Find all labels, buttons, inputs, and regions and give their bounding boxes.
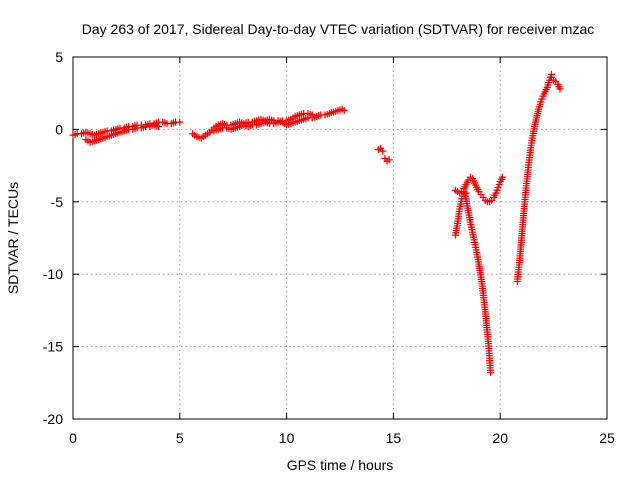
data-point <box>385 156 393 164</box>
chart-title: Day 263 of 2017, Sidereal Day-to-day VTE… <box>82 21 595 37</box>
y-tick-labels: -20 -15 -10 -5 0 5 <box>43 49 63 427</box>
axis-ticks <box>72 56 608 420</box>
plot-frame <box>72 56 608 420</box>
x-tick-labels: 0 5 10 15 20 25 <box>69 430 615 446</box>
y-tick-label: -5 <box>51 194 64 210</box>
y-tick-label: -20 <box>43 411 63 427</box>
data-point <box>498 173 506 181</box>
y-tick-label: 0 <box>55 121 63 137</box>
y-axis-label: SDTVAR / TECUs <box>5 182 21 294</box>
x-tick-label: 15 <box>386 430 402 446</box>
data-point <box>487 369 495 377</box>
data-point <box>176 118 184 126</box>
x-tick-label: 20 <box>492 430 508 446</box>
data-point <box>154 123 162 131</box>
grid-lines <box>73 57 607 419</box>
data-point <box>308 111 316 119</box>
data-points <box>69 70 564 377</box>
x-axis-label: GPS time / hours <box>287 457 394 473</box>
data-point <box>379 147 387 155</box>
x-tick-label: 25 <box>599 430 615 446</box>
x-tick-label: 0 <box>69 430 77 446</box>
y-tick-label: -15 <box>43 339 63 355</box>
y-tick-label: -10 <box>43 266 63 282</box>
y-tick-label: 5 <box>55 49 63 65</box>
data-point <box>340 107 348 115</box>
x-tick-label: 10 <box>279 430 295 446</box>
x-tick-label: 5 <box>176 430 184 446</box>
data-point <box>556 85 564 93</box>
